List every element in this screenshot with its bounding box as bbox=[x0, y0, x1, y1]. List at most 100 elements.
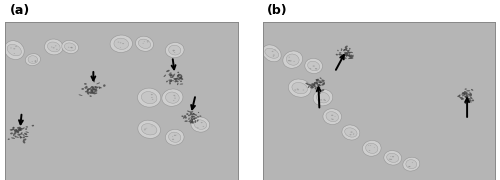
Ellipse shape bbox=[471, 89, 473, 91]
Ellipse shape bbox=[193, 113, 194, 114]
Ellipse shape bbox=[20, 129, 22, 131]
Ellipse shape bbox=[463, 92, 466, 94]
Ellipse shape bbox=[18, 129, 21, 130]
Ellipse shape bbox=[470, 95, 472, 96]
Ellipse shape bbox=[20, 137, 21, 138]
Ellipse shape bbox=[389, 159, 390, 160]
Ellipse shape bbox=[175, 78, 177, 80]
Ellipse shape bbox=[174, 95, 176, 96]
Ellipse shape bbox=[12, 127, 14, 129]
Ellipse shape bbox=[187, 111, 190, 112]
Ellipse shape bbox=[313, 89, 333, 106]
Ellipse shape bbox=[310, 87, 313, 88]
Ellipse shape bbox=[466, 95, 468, 96]
Ellipse shape bbox=[14, 130, 16, 131]
Ellipse shape bbox=[312, 84, 315, 86]
Ellipse shape bbox=[26, 126, 28, 127]
Ellipse shape bbox=[315, 88, 316, 89]
Ellipse shape bbox=[466, 96, 468, 97]
Ellipse shape bbox=[312, 86, 314, 88]
Ellipse shape bbox=[174, 98, 176, 99]
Ellipse shape bbox=[458, 95, 460, 97]
Ellipse shape bbox=[318, 92, 321, 93]
Ellipse shape bbox=[342, 57, 344, 59]
Ellipse shape bbox=[408, 166, 410, 167]
Ellipse shape bbox=[322, 83, 324, 86]
Ellipse shape bbox=[192, 113, 194, 114]
Ellipse shape bbox=[184, 120, 188, 122]
Ellipse shape bbox=[349, 48, 350, 50]
Ellipse shape bbox=[55, 45, 56, 46]
Ellipse shape bbox=[191, 121, 193, 123]
Ellipse shape bbox=[288, 57, 290, 58]
Ellipse shape bbox=[182, 116, 184, 117]
Ellipse shape bbox=[465, 103, 466, 104]
Ellipse shape bbox=[87, 89, 89, 90]
Ellipse shape bbox=[166, 92, 179, 103]
Ellipse shape bbox=[320, 82, 322, 83]
Ellipse shape bbox=[369, 150, 370, 151]
Ellipse shape bbox=[14, 132, 16, 133]
Ellipse shape bbox=[142, 43, 144, 44]
Ellipse shape bbox=[320, 99, 322, 101]
Ellipse shape bbox=[84, 87, 86, 89]
Ellipse shape bbox=[316, 84, 319, 86]
Ellipse shape bbox=[138, 88, 161, 107]
Ellipse shape bbox=[138, 120, 160, 138]
Ellipse shape bbox=[318, 84, 322, 86]
Ellipse shape bbox=[28, 56, 38, 64]
Ellipse shape bbox=[406, 160, 417, 169]
Ellipse shape bbox=[344, 53, 348, 55]
Ellipse shape bbox=[12, 129, 15, 130]
Ellipse shape bbox=[320, 78, 322, 79]
Ellipse shape bbox=[151, 97, 152, 98]
Ellipse shape bbox=[16, 131, 18, 132]
Ellipse shape bbox=[462, 93, 464, 95]
Ellipse shape bbox=[44, 39, 63, 55]
Ellipse shape bbox=[314, 83, 316, 84]
Ellipse shape bbox=[344, 52, 346, 54]
Ellipse shape bbox=[89, 88, 91, 89]
Ellipse shape bbox=[103, 84, 106, 87]
Ellipse shape bbox=[8, 139, 10, 140]
Ellipse shape bbox=[192, 116, 194, 117]
Ellipse shape bbox=[91, 90, 92, 91]
Ellipse shape bbox=[168, 45, 181, 55]
Ellipse shape bbox=[194, 120, 196, 123]
Ellipse shape bbox=[151, 94, 152, 95]
Ellipse shape bbox=[464, 89, 466, 90]
Ellipse shape bbox=[348, 55, 350, 56]
Ellipse shape bbox=[188, 115, 190, 116]
Ellipse shape bbox=[173, 100, 174, 101]
Ellipse shape bbox=[52, 47, 54, 48]
Ellipse shape bbox=[79, 94, 82, 96]
Ellipse shape bbox=[114, 38, 128, 49]
Ellipse shape bbox=[319, 80, 320, 81]
Ellipse shape bbox=[146, 128, 148, 129]
Ellipse shape bbox=[172, 76, 174, 77]
Ellipse shape bbox=[350, 131, 352, 133]
Ellipse shape bbox=[342, 125, 360, 140]
Ellipse shape bbox=[197, 116, 199, 117]
Ellipse shape bbox=[85, 91, 88, 92]
Ellipse shape bbox=[468, 94, 469, 95]
Ellipse shape bbox=[464, 96, 467, 98]
Ellipse shape bbox=[344, 128, 357, 137]
Ellipse shape bbox=[366, 143, 378, 153]
Ellipse shape bbox=[99, 87, 100, 89]
Ellipse shape bbox=[316, 83, 318, 84]
Ellipse shape bbox=[10, 133, 13, 134]
Ellipse shape bbox=[174, 78, 178, 80]
Ellipse shape bbox=[297, 89, 299, 90]
Ellipse shape bbox=[344, 49, 346, 50]
Ellipse shape bbox=[346, 54, 347, 55]
Ellipse shape bbox=[323, 109, 342, 125]
Ellipse shape bbox=[350, 55, 352, 58]
Ellipse shape bbox=[466, 98, 468, 99]
Ellipse shape bbox=[288, 79, 311, 97]
Ellipse shape bbox=[200, 116, 202, 117]
Ellipse shape bbox=[14, 48, 16, 49]
Ellipse shape bbox=[193, 118, 195, 120]
Ellipse shape bbox=[370, 145, 371, 146]
Ellipse shape bbox=[194, 114, 197, 116]
